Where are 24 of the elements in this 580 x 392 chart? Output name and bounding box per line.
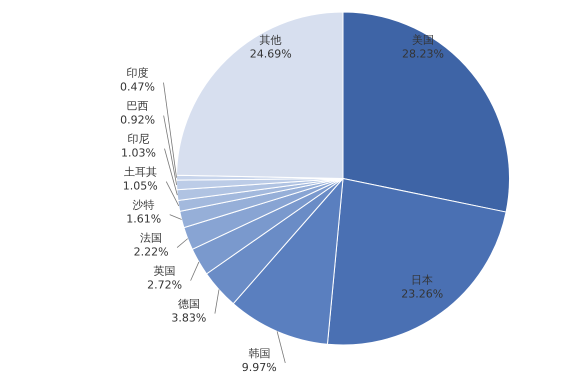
data-label: 0.92% <box>120 114 156 127</box>
data-label: 23.26% <box>401 288 444 301</box>
data-label: 3.83% <box>171 312 206 325</box>
slice-label: 印尼 <box>128 132 150 146</box>
slice-label: 沙特 <box>132 198 155 212</box>
data-label: 2.72% <box>147 278 182 292</box>
slice-label: 其他 <box>260 33 282 46</box>
slice-label: 韩国 <box>248 346 270 360</box>
data-label: 1.03% <box>121 146 156 160</box>
data-label: 2.22% <box>134 246 169 259</box>
slice-label: 日本 <box>411 274 434 287</box>
slice-label: 法国 <box>140 232 162 245</box>
slice-label: 印度 <box>126 66 148 80</box>
data-label: 0.47% <box>120 80 155 94</box>
slice-label: 英国 <box>154 264 176 278</box>
slice-label: 土耳其 <box>124 166 157 179</box>
data-label: 24.69% <box>250 47 292 60</box>
data-label: 9.97% <box>242 360 277 374</box>
data-label: 28.23% <box>402 47 444 60</box>
data-label: 1.05% <box>122 180 158 193</box>
slice-label: 德国 <box>178 298 200 311</box>
slice-label: 巴西 <box>126 100 149 113</box>
slice-label: 美国 <box>412 33 434 46</box>
data-label: 1.61% <box>126 212 162 226</box>
